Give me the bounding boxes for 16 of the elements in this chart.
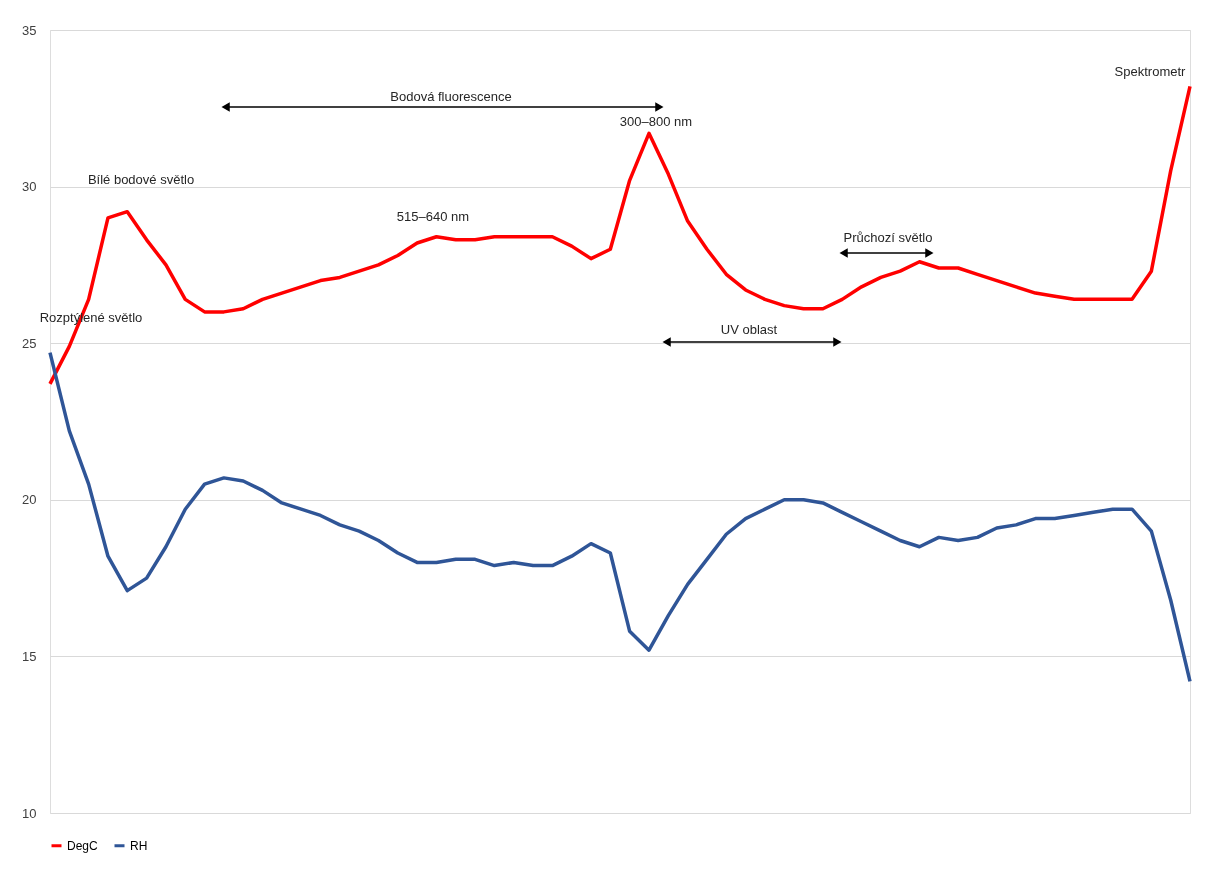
y-tick-label: 25 xyxy=(22,335,37,351)
y-tick-label: 15 xyxy=(22,648,37,664)
annotation: Bodová fluorescence xyxy=(390,89,512,104)
annotation: 300–800 nm xyxy=(619,114,693,129)
y-tick-label: 10 xyxy=(22,805,37,821)
annotation: Průchozí světlo xyxy=(843,230,933,245)
legend-label: DegC xyxy=(67,838,99,853)
legend-label: RH xyxy=(130,838,148,853)
annotation: Bílé bodové světlo xyxy=(87,172,195,187)
annotation: Spektrometr xyxy=(1114,64,1187,79)
y-tick-label: 35 xyxy=(22,22,37,38)
y-tick-label: 30 xyxy=(22,179,37,195)
annotation: 515–640 nm xyxy=(396,209,470,224)
y-tick-label: 20 xyxy=(22,492,37,508)
line-series xyxy=(48,350,1192,684)
annotation: UV oblast xyxy=(720,322,778,337)
